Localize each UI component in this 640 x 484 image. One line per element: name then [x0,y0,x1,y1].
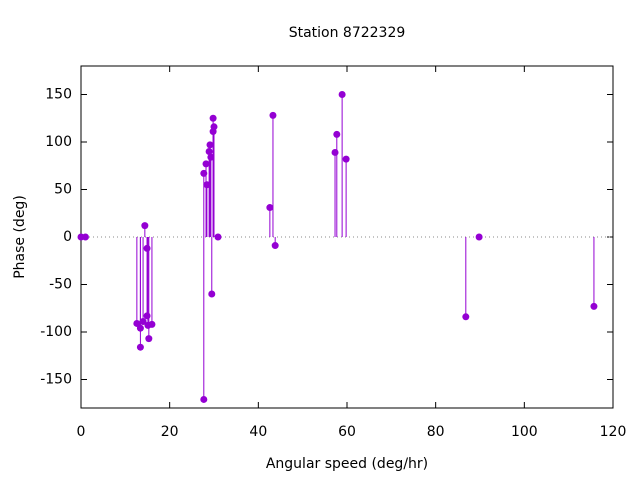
point [205,148,213,155]
point [141,222,149,230]
point [271,242,279,250]
point [200,395,208,403]
x-axis-label: Angular speed (deg/hr) [266,456,428,472]
point [139,318,147,326]
x-tick-label: 40 [249,424,267,440]
point [210,123,218,131]
point [462,313,470,321]
point [209,114,217,122]
x-tick-label: 0 [77,424,86,440]
y-tick-label: -50 [49,277,72,293]
point [266,204,274,212]
point [333,130,341,138]
point [136,343,144,351]
point [143,312,151,320]
x-tick-label: 80 [427,424,445,440]
point [148,320,156,328]
point [81,233,89,241]
point [214,233,222,241]
x-tick-label: 100 [511,424,538,440]
point [145,335,153,343]
point [206,141,214,149]
y-tick-label: 150 [45,87,72,103]
x-tick-label: 20 [161,424,179,440]
point [475,233,483,241]
y-tick-label: 0 [63,229,72,245]
point [202,160,210,168]
point [338,91,346,98]
point [208,290,216,298]
point [269,111,277,119]
y-tick-label: -150 [40,372,72,388]
y-tick-label: 100 [45,134,72,150]
x-tick-label: 120 [600,424,627,440]
point [331,148,339,156]
point [590,302,598,310]
y-tick-label: -100 [40,324,72,340]
point [342,155,350,163]
y-axis-label: Phase (deg) [12,195,28,279]
y-tick-label: 50 [54,182,72,198]
x-tick-label: 60 [338,424,356,440]
chart-title: Station 8722329 [289,25,406,41]
